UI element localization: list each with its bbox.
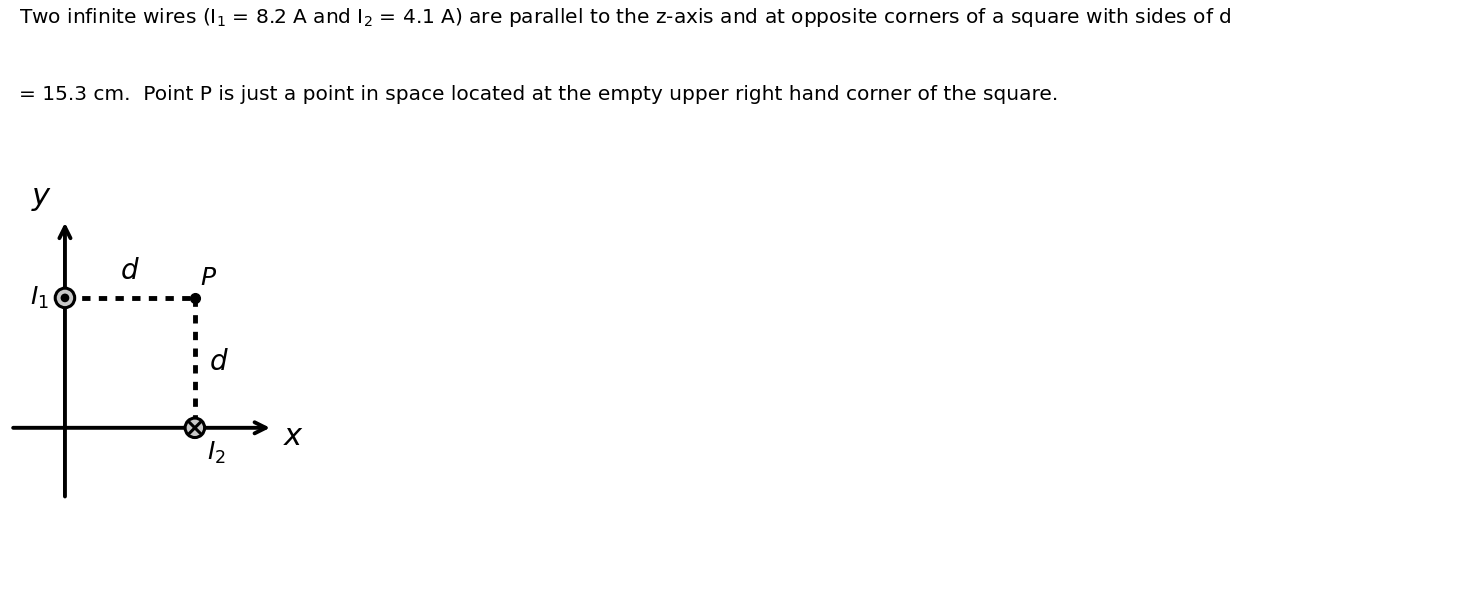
- Text: $I_1$: $I_1$: [29, 285, 49, 311]
- Text: Two infinite wires (I$_1$ = 8.2 A and I$_2$ = 4.1 A) are parallel to the z-axis : Two infinite wires (I$_1$ = 8.2 A and I$…: [19, 6, 1232, 29]
- Text: $y$: $y$: [31, 182, 51, 213]
- Text: $I_2$: $I_2$: [207, 440, 226, 466]
- Text: $x$: $x$: [284, 422, 304, 452]
- Circle shape: [185, 418, 204, 437]
- Circle shape: [56, 288, 75, 307]
- Text: = 15.3 cm.  Point P is just a point in space located at the empty upper right ha: = 15.3 cm. Point P is just a point in sp…: [19, 85, 1058, 103]
- Text: $P$: $P$: [200, 267, 218, 290]
- Text: $d$: $d$: [209, 349, 229, 376]
- Circle shape: [62, 294, 69, 301]
- Text: $d$: $d$: [121, 258, 140, 285]
